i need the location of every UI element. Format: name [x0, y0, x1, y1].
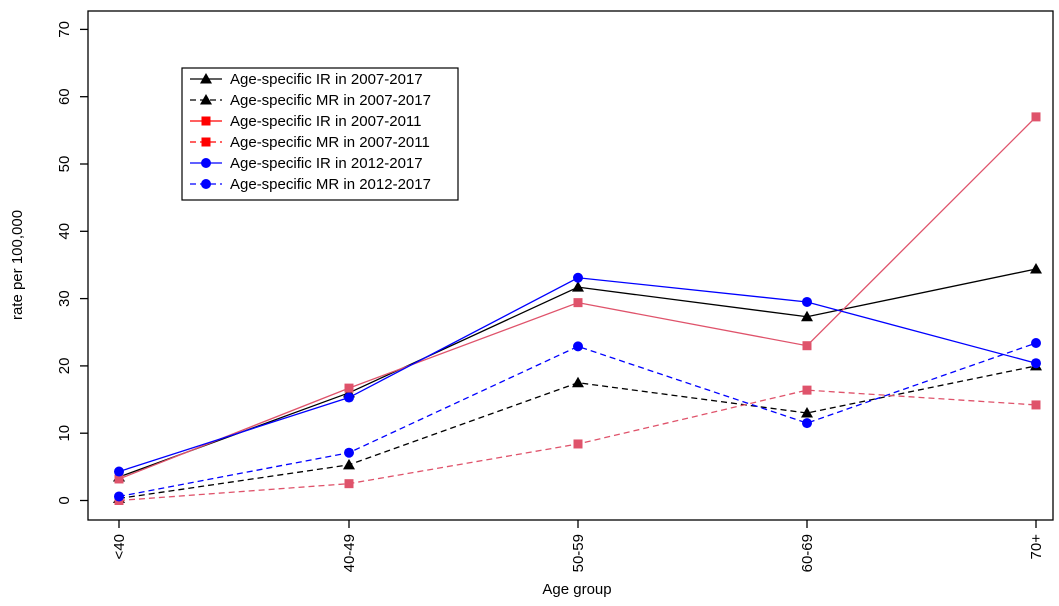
legend-entry: Age-specific IR in 2012-2017	[190, 155, 423, 172]
data-point	[1031, 400, 1041, 410]
y-tick-label: 0	[56, 496, 73, 504]
data-point	[344, 479, 354, 489]
data-point	[573, 298, 583, 308]
legend-label: Age-specific MR in 2007-2011	[230, 134, 430, 151]
y-tick-label: 60	[56, 88, 73, 105]
x-tick-label: <40	[111, 534, 128, 559]
legend-marker	[201, 116, 211, 126]
y-tick-label: 50	[56, 156, 73, 173]
data-point	[343, 458, 355, 470]
series-layer	[113, 112, 1042, 505]
data-point	[801, 407, 813, 418]
legend-marker	[201, 179, 211, 189]
data-point	[114, 466, 124, 477]
legend-marker	[201, 137, 211, 147]
legend-label: Age-specific IR in 2007-2011	[230, 113, 422, 130]
data-point	[802, 418, 812, 429]
x-tick-label: 50-59	[570, 534, 587, 572]
y-tick-label: 40	[56, 223, 73, 240]
data-point	[1031, 338, 1041, 349]
series-line	[118, 342, 1037, 498]
data-point	[572, 376, 584, 388]
legend-marker	[201, 158, 211, 168]
series-4	[114, 385, 1041, 505]
series-6	[114, 338, 1041, 502]
data-point	[114, 474, 124, 484]
data-point	[344, 392, 354, 403]
y-tick-label: 30	[56, 290, 73, 307]
legend-label: Age-specific MR in 2007-2017	[230, 92, 431, 109]
plot-frame	[87, 10, 1054, 521]
y-tick-label: 70	[56, 21, 73, 38]
legend-label: Age-specific IR in 2012-2017	[230, 155, 423, 172]
legend-entry: Age-specific IR in 2007-2017	[190, 71, 423, 88]
series-5	[114, 272, 1041, 477]
legend-marker	[200, 73, 212, 84]
data-point	[573, 439, 583, 449]
legend-marker	[200, 94, 212, 105]
legend-label: Age-specific MR in 2012-2017	[230, 176, 431, 193]
y-tick-label: 10	[56, 425, 73, 442]
data-point	[802, 341, 812, 351]
legend-entry: Age-specific MR in 2007-2017	[190, 92, 431, 109]
x-axis: <40 40-49 50-59 60-69 70+	[111, 520, 1045, 572]
legend-entry: Age-specific IR in 2007-2011	[190, 113, 422, 130]
legend-entry: Age-specific MR in 2007-2011	[190, 134, 430, 151]
legend: Age-specific IR in 2007-2017 Age-specific…	[181, 67, 459, 201]
data-point	[802, 385, 812, 395]
data-point	[1031, 358, 1041, 369]
data-point	[1030, 262, 1042, 274]
data-point	[1031, 112, 1041, 122]
data-point	[802, 296, 812, 307]
y-axis-title: rate per 100,000	[9, 210, 26, 320]
legend-label: Age-specific IR in 2007-2017	[230, 71, 423, 88]
x-tick-label: 70+	[1028, 534, 1045, 560]
series-1	[113, 262, 1042, 482]
legend-box	[181, 67, 459, 201]
data-point	[573, 341, 583, 352]
series-2	[113, 359, 1042, 503]
data-point	[114, 491, 124, 502]
data-point	[573, 272, 583, 283]
legend-entry: Age-specific MR in 2012-2017	[190, 176, 431, 193]
x-axis-title: Age group	[542, 581, 611, 598]
series-3	[114, 112, 1041, 484]
data-point	[344, 447, 354, 458]
y-tick-label: 20	[56, 358, 73, 375]
data-point	[344, 383, 354, 393]
y-axis: 0 10 20 30 40 50 60 70	[56, 21, 88, 505]
data-point	[572, 281, 584, 292]
data-point	[801, 310, 813, 322]
x-tick-label: 40-49	[341, 534, 358, 572]
x-tick-label: 60-69	[799, 534, 816, 572]
